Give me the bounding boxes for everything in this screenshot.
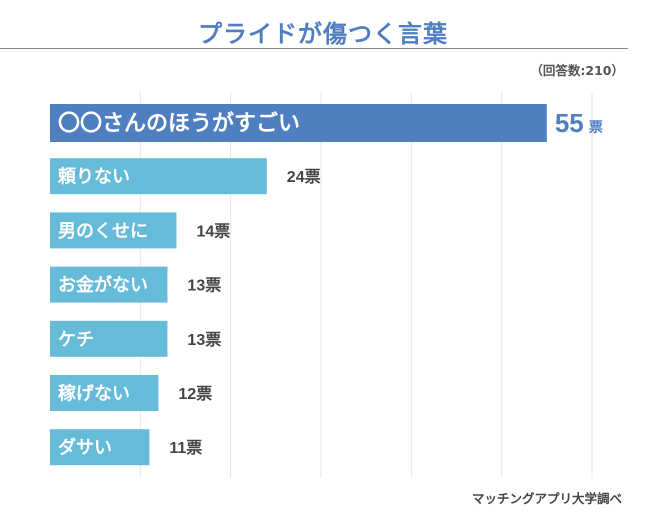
response-count-note: （回答数:210） bbox=[530, 63, 624, 78]
value-label: 11票 bbox=[169, 439, 202, 457]
bar bbox=[50, 158, 267, 195]
value-label: 12票 bbox=[178, 385, 212, 403]
value-label: 14票 bbox=[196, 222, 230, 240]
bar bbox=[50, 212, 177, 249]
category-label: ダサい bbox=[58, 437, 112, 459]
chart-title: プライドが傷つく言葉 bbox=[198, 20, 448, 48]
bar bbox=[50, 104, 547, 142]
category-label: 稼げない bbox=[58, 383, 130, 405]
value-unit-label: 票 bbox=[589, 120, 603, 136]
value-label: 13票 bbox=[187, 277, 221, 295]
source-credit: マッチングアプリ大学調べ bbox=[471, 491, 622, 506]
bar bbox=[50, 320, 168, 357]
value-label: 13票 bbox=[187, 331, 221, 349]
value-label: 24票 bbox=[287, 168, 321, 186]
bar bbox=[50, 429, 150, 466]
category-label: ケチ bbox=[58, 329, 94, 350]
value-label: 55 bbox=[555, 108, 584, 138]
bar bbox=[50, 266, 168, 303]
category-label: 頼りない bbox=[58, 167, 130, 188]
category-label: 男のくせに bbox=[58, 221, 148, 242]
title-divider bbox=[0, 48, 628, 49]
category-label: お金がない bbox=[58, 274, 148, 296]
bar bbox=[50, 375, 159, 411]
category-label: 〇〇さんのほうがすごい bbox=[58, 111, 300, 137]
